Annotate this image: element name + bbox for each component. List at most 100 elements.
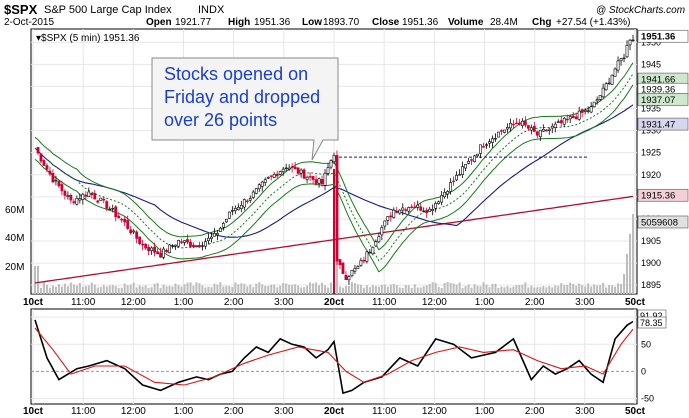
candle-body [174,244,177,247]
volume-bar [425,285,428,294]
price-panel: 1950194519401935193019251920191519101905… [5,28,689,308]
volume-bar [309,282,312,294]
candle-body [434,203,438,209]
annotation-line-2: Friday and dropped [164,87,320,107]
volume-bar [617,283,620,294]
volume-bar [506,286,509,294]
candle-body [180,241,183,243]
volume-bar [365,285,368,294]
candle-body [239,205,243,209]
volume-bar [461,287,464,294]
volume-bar [225,285,228,294]
candle-body [467,160,470,164]
candle-body [386,216,390,221]
volume-tick-label: 60M [5,205,24,216]
candle-body [51,172,55,183]
candle-body [317,178,321,184]
candle-body [117,215,121,219]
candle-body [359,260,363,266]
candle-body [251,191,255,198]
volume-bar [114,286,117,294]
volume-bar [84,285,87,294]
candle-body [607,82,611,85]
volume-bar [132,282,135,294]
volume-bars [34,169,634,294]
volume-bar [111,284,114,294]
candle-body [257,184,261,190]
volume-bar [500,286,503,294]
volume-bar [102,285,105,294]
volume-bar [347,285,350,294]
volume-bar [78,283,81,294]
price-badge-value: 5059608 [641,218,678,229]
volume-bar [267,285,270,294]
volume-bar [518,284,521,294]
candle-body [529,127,533,131]
volume-bar [470,287,473,294]
candle-body [114,206,118,217]
candle-body [42,160,46,166]
volume-bar [569,282,572,294]
copyright[interactable]: @ StockCharts.com [596,5,685,16]
x-tick-label: 2:00 [224,297,244,308]
volume-bar [599,285,602,294]
volume-bar [449,282,452,294]
candle-body [123,218,127,223]
candle-body [520,120,524,126]
candle-body [350,270,354,276]
candle-body [416,204,420,208]
volume-bar [395,285,398,294]
candle-body [144,243,148,249]
candle-body [503,129,506,133]
candle-body [326,167,330,174]
volume-bar [270,284,273,294]
volume-bar [294,284,297,294]
candle-body [204,241,207,247]
candle-body [338,259,342,265]
volume-bar [515,285,518,294]
volume-bar [356,284,359,294]
volume-bar [452,283,455,294]
candle-body [497,131,500,138]
volume-bar [584,286,587,294]
candle-body [129,229,133,234]
candle-body [523,120,527,126]
volume-bar [509,287,512,294]
candle-body [84,194,88,197]
candle-body [547,128,551,131]
candle-body [616,60,620,71]
volume-bar [159,287,162,294]
volume-bar [605,287,608,294]
volume-bar [383,284,386,294]
x-tick-label: 50ct [625,406,646,417]
candle-body [532,125,536,132]
open-label: Open [146,17,172,28]
volume-bar [455,284,458,294]
candle-body [87,191,91,197]
volume-bar [45,284,48,294]
oscillator-main-line [34,319,634,395]
candle-body [254,188,258,194]
candle-body [45,165,49,170]
volume-bar [389,284,392,294]
price-badge [637,29,689,43]
annotation-line-3: over 26 points [164,110,277,130]
price-legend: ▾$SPX (5 min) 1951.36 [36,33,140,44]
candle-body [535,131,539,136]
volume-bar [189,282,192,294]
candle-body [514,122,518,125]
volume-bar [539,287,542,294]
volume-bar [231,287,234,294]
candle-body [485,144,488,146]
candle-body [583,110,587,112]
volume-bar [198,283,201,294]
candle-body [380,227,384,236]
volume-bar [42,282,45,294]
volume-bar [371,285,374,294]
volume-bar [467,284,470,294]
volume-bar [300,287,303,294]
candle-body [473,155,476,163]
volume-bar [147,287,150,294]
candle-body [248,198,252,201]
volume-bar [243,283,246,294]
